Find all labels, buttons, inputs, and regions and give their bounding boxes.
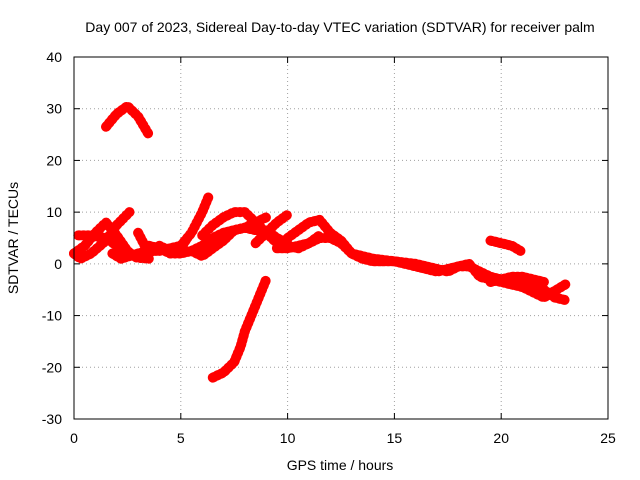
y-tick-label: -30 <box>42 411 62 427</box>
series-arc-2-markers <box>69 207 135 264</box>
chart-title: Day 007 of 2023, Sidereal Day-to-day VTE… <box>85 19 594 35</box>
y-axis-label: SDTVAR / TECUs <box>5 182 21 294</box>
y-tick-label: -20 <box>42 359 62 375</box>
x-tick-label: 20 <box>493 430 509 446</box>
x-axis-label: GPS time / hours <box>287 457 394 473</box>
ticks: 0 5 10 15 20 25 -30 -20 -10 0 10 20 30 40 <box>42 49 616 446</box>
y-tick-label: 40 <box>46 49 62 65</box>
x-tick-label: 10 <box>280 430 296 446</box>
series-layer <box>69 101 571 383</box>
y-tick-label: 10 <box>46 204 62 220</box>
y-tick-label: 20 <box>46 152 62 168</box>
y-tick-label: 30 <box>46 101 62 117</box>
x-tick-label: 15 <box>387 430 403 446</box>
series-arc-15-markers <box>485 271 549 287</box>
y-tick-label: 0 <box>54 256 62 272</box>
series-arc-11-markers <box>207 274 272 383</box>
x-tick-label: 0 <box>70 430 78 446</box>
series-arc-10-markers <box>250 209 293 249</box>
x-tick-label: 25 <box>600 430 616 446</box>
y-tick-label: -10 <box>42 308 62 324</box>
series-arc-14-markers <box>485 235 526 256</box>
series-arc-1-markers <box>101 101 154 140</box>
series-arc-4-markers <box>69 217 144 264</box>
x-tick-label: 5 <box>177 430 185 446</box>
plot-frame <box>73 56 609 420</box>
